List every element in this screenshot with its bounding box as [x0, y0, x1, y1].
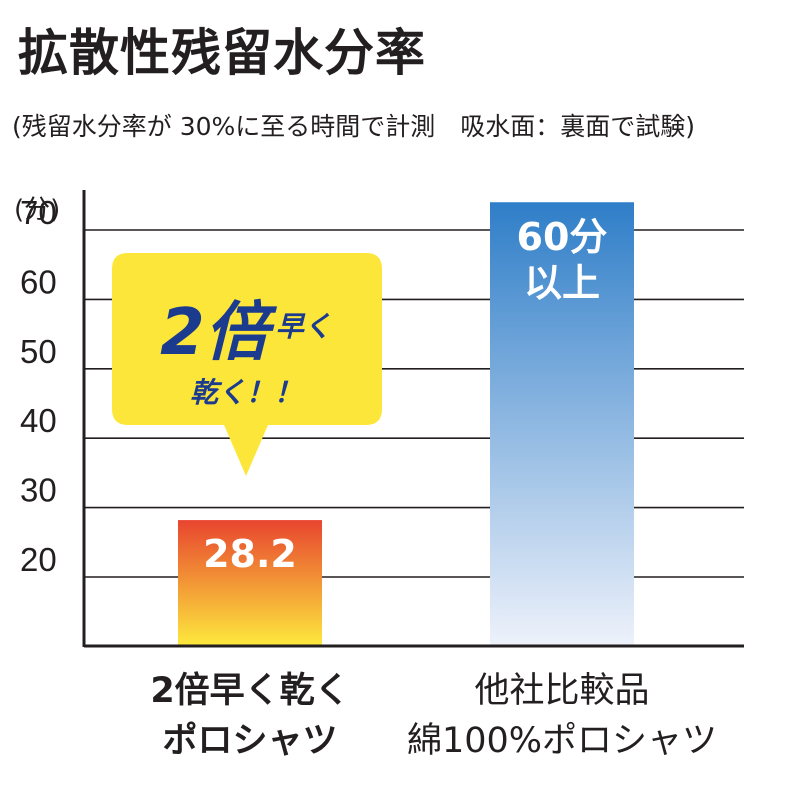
y-tick-label-30: 30 — [20, 472, 57, 509]
y-tick-label-40: 40 — [20, 402, 57, 439]
category-label-2-line-1: 他社比較品 — [474, 671, 649, 711]
callout-small-text: 早く — [276, 310, 332, 343]
y-tick-labels: 20 30 40 50 60 70 — [20, 194, 57, 578]
chart-title: 拡散性残留水分率 — [18, 24, 426, 82]
y-tick-label-70: 70 — [20, 194, 57, 231]
callout-big-text: 2倍 — [160, 296, 278, 370]
y-tick-label-50: 50 — [20, 333, 57, 370]
bar-2 — [490, 202, 634, 647]
bar-value-label-1: 28.2 — [203, 532, 297, 576]
category-label-2-line-2: 綿100%ポロシャツ — [407, 721, 717, 761]
chart-subtitle: (残留水分率が 30%に至る時間で計測 吸水面：裏面で試験) — [12, 112, 696, 141]
category-label-1-line-1: 2倍早く乾く — [150, 671, 349, 711]
callout-line2: 乾く！！ — [190, 376, 302, 409]
y-axis-unit-label: (分) — [14, 195, 60, 225]
y-tick-label-20: 20 — [20, 541, 57, 578]
callout-line1: 2倍 早く — [160, 296, 332, 370]
y-tick-label-60: 60 — [20, 263, 57, 300]
bar-value-label-2-line-2: 以上 — [524, 261, 600, 305]
bar-value-label-2-line-1: 60分 — [517, 215, 608, 259]
callout-bubble: 2倍 早く 乾く！！ — [112, 253, 382, 476]
callout-shape — [112, 253, 382, 476]
bar-1 — [178, 520, 322, 646]
category-label-1-line-2: ポロシャツ — [162, 720, 337, 761]
